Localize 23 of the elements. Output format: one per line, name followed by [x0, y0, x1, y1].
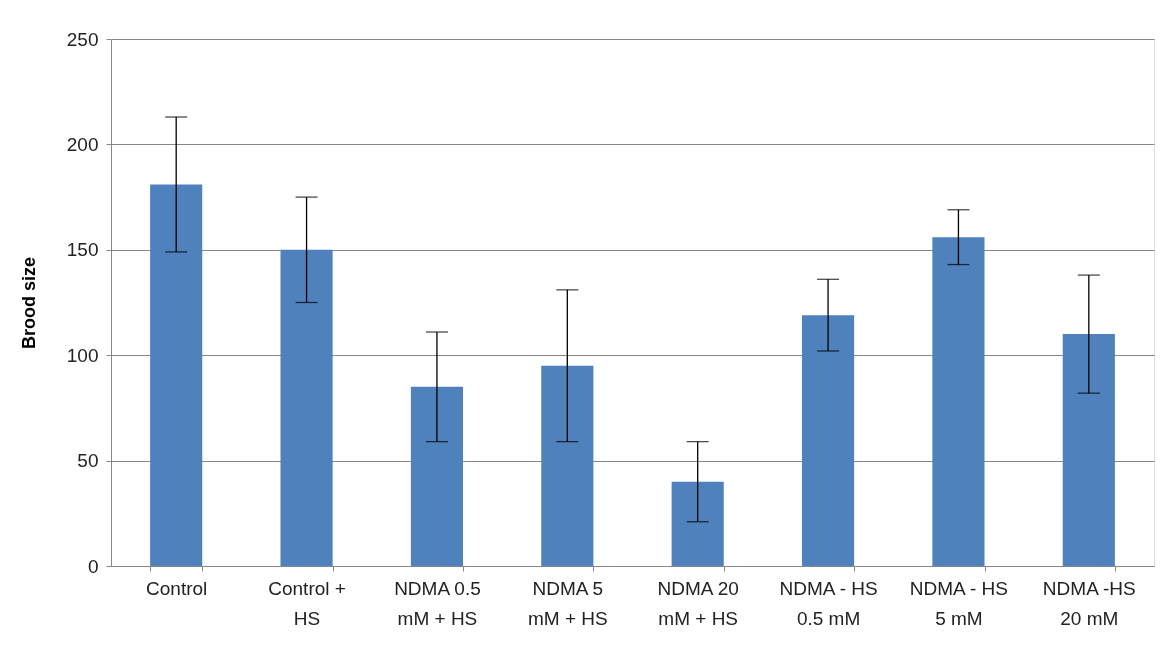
x-tick-label: NDMA - HS 0.5 mM [779, 577, 878, 629]
x-tick-label: Control [146, 577, 208, 599]
x-tick-label: NDMA 0.5 mM + HS [394, 577, 481, 629]
y-tick-label: 50 [77, 450, 99, 472]
bar [801, 315, 855, 566]
y-tick-label: 200 [66, 133, 99, 155]
bar [671, 481, 724, 566]
bar [932, 237, 985, 566]
y-axis-title: Brood size [18, 256, 39, 350]
x-tick-label: NDMA - HS 5 mM [909, 577, 1009, 629]
bar [410, 386, 464, 566]
x-tick-label: NDMA 5 mM + HS [527, 577, 608, 629]
y-tick-label: 250 [66, 28, 99, 50]
x-tick-label: Control + HS [268, 577, 346, 629]
y-tick-label: 0 [87, 555, 99, 577]
bar [280, 249, 333, 566]
bar [150, 184, 203, 566]
y-tick-label: 100 [66, 344, 99, 366]
bar [541, 365, 594, 566]
x-tick-label: NDMA 20 mM + HS [657, 577, 739, 629]
bar [1062, 334, 1115, 566]
x-tick-label: NDMA -HS 20 mM [1042, 577, 1136, 629]
y-tick-label: 150 [66, 239, 99, 261]
